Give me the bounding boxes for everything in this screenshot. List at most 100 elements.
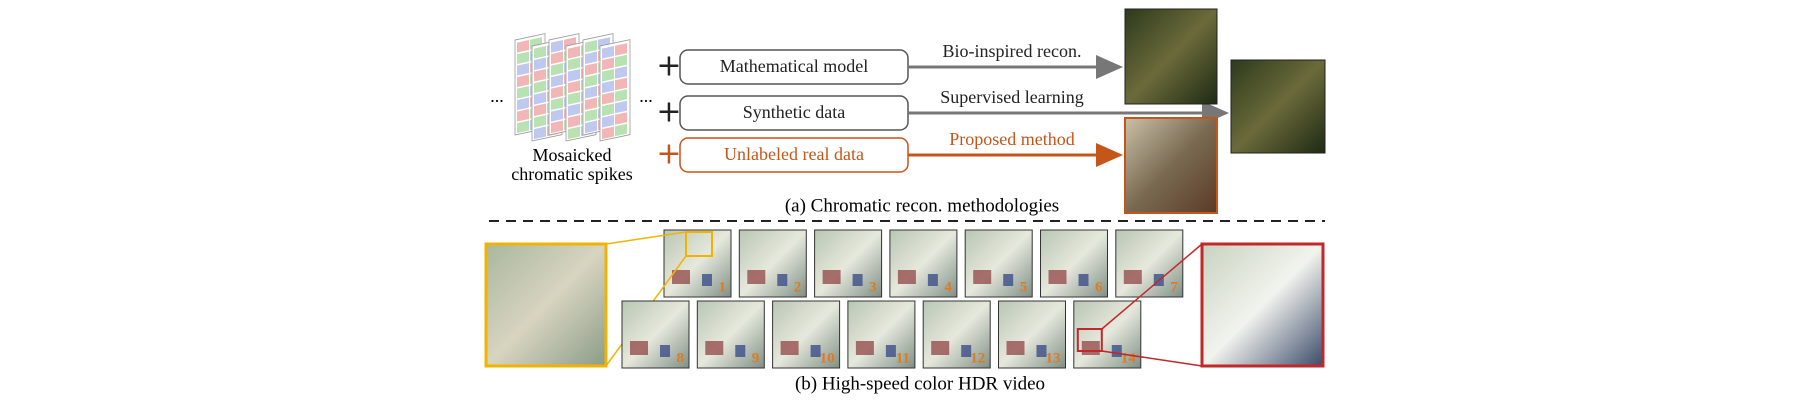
spike-cell	[534, 115, 546, 128]
method-label: Supervised learning	[940, 87, 1083, 107]
plus-sign: +	[656, 95, 681, 130]
spike-cell	[602, 80, 614, 94]
spike-cell	[615, 123, 627, 137]
input-label: Mathematical model	[720, 56, 868, 76]
frame-detail	[672, 270, 690, 284]
frame-detail	[1123, 270, 1142, 284]
frame-detail	[961, 345, 972, 357]
frame-detail	[810, 345, 821, 357]
spike-cell	[534, 80, 546, 94]
spike-cell	[585, 120, 597, 134]
spike-cell	[568, 103, 580, 117]
spike-cell	[568, 69, 580, 82]
frame-number: 4	[944, 279, 952, 295]
zoom-in	[484, 242, 608, 368]
spike-cell	[517, 120, 529, 134]
frame-number: 1	[719, 279, 727, 295]
spike-cell	[517, 109, 529, 122]
frame-detail	[777, 274, 788, 286]
spike-frames	[514, 33, 631, 142]
frame-detail	[855, 341, 874, 355]
method-label: Bio-inspired recon.	[943, 41, 1082, 61]
spike-cell	[615, 112, 627, 125]
spike-cell	[585, 109, 597, 122]
result-image	[1124, 117, 1218, 214]
video-frame	[696, 300, 765, 369]
spike-frame	[599, 39, 631, 142]
frame-number: 14	[1121, 350, 1137, 366]
spike-cell	[602, 46, 614, 59]
frames: 1 2 3 4 5 6 78 9 10 11 12 13 14	[605, 229, 1203, 369]
spike-cell	[551, 51, 563, 65]
input-label: Unlabeled real data	[724, 144, 864, 164]
spike-cell	[551, 63, 563, 76]
spike-cell	[602, 92, 614, 105]
spike-cell	[615, 100, 627, 114]
frame-detail	[705, 341, 724, 355]
frame-detail	[1006, 341, 1025, 355]
spike-cell	[602, 69, 614, 82]
video-frame	[738, 229, 807, 298]
frame-detail	[735, 345, 746, 357]
spike-cell	[568, 57, 580, 71]
spike-cell	[534, 46, 546, 59]
frame-detail	[822, 270, 841, 284]
video-frame	[814, 229, 883, 298]
methods: + Mathematical model Bio-inspired recon. + S…	[656, 41, 1229, 173]
video-frame	[847, 300, 916, 369]
frame-detail	[1003, 274, 1014, 286]
plus-sign: +	[656, 49, 681, 84]
spike-cell	[568, 115, 580, 128]
spike-cell	[517, 51, 529, 65]
result-image	[1124, 8, 1218, 105]
frame-number: 10	[820, 350, 835, 366]
spike-cell	[568, 126, 580, 140]
spike-cell	[517, 86, 529, 99]
frame-number: 2	[794, 279, 802, 295]
frame-detail	[1036, 345, 1047, 357]
frame-detail	[630, 341, 648, 355]
result-image	[1230, 59, 1326, 154]
video-frame	[621, 300, 690, 369]
frame-detail	[1048, 270, 1067, 284]
frame-number: 9	[752, 350, 760, 366]
spike-cell	[568, 92, 580, 105]
spike-cell	[551, 86, 563, 99]
spike-cell	[551, 97, 563, 111]
spike-cell	[568, 80, 580, 94]
frame-detail	[1078, 274, 1089, 286]
frame-detail	[702, 274, 712, 286]
frame-detail	[852, 274, 863, 286]
spike-cell	[517, 74, 529, 88]
plus-sign: +	[656, 137, 681, 172]
zoom-box	[1076, 328, 1103, 352]
spike-cell	[585, 51, 597, 65]
spike-cell	[602, 115, 614, 128]
input-label: Synthetic data	[743, 102, 845, 122]
frame-detail	[973, 270, 992, 284]
spike-cell	[585, 40, 597, 53]
zoom-box	[685, 231, 713, 257]
spike-cell	[517, 97, 529, 111]
video-frame	[1115, 229, 1184, 298]
zoom-line	[1101, 243, 1203, 330]
video-frame	[1073, 300, 1142, 369]
frame-detail	[885, 345, 896, 357]
frame-detail	[931, 341, 950, 355]
spike-cell	[551, 74, 563, 88]
spike-cell	[517, 63, 529, 76]
spike-cell	[602, 57, 614, 71]
video-frame	[998, 300, 1066, 369]
video-frame	[1040, 229, 1108, 298]
spike-label: Mosaicked	[533, 145, 612, 165]
spike-label: chromatic spikes	[511, 164, 632, 184]
method-label: Proposed method	[949, 129, 1075, 149]
spike-cell	[534, 92, 546, 105]
frame-number: 8	[677, 350, 685, 366]
spike-cell	[534, 126, 546, 140]
caption: (b) High-speed color HDR video	[795, 373, 1045, 394]
spike-cell	[615, 89, 627, 102]
video-frame	[922, 300, 991, 369]
spike-cell	[517, 40, 529, 53]
